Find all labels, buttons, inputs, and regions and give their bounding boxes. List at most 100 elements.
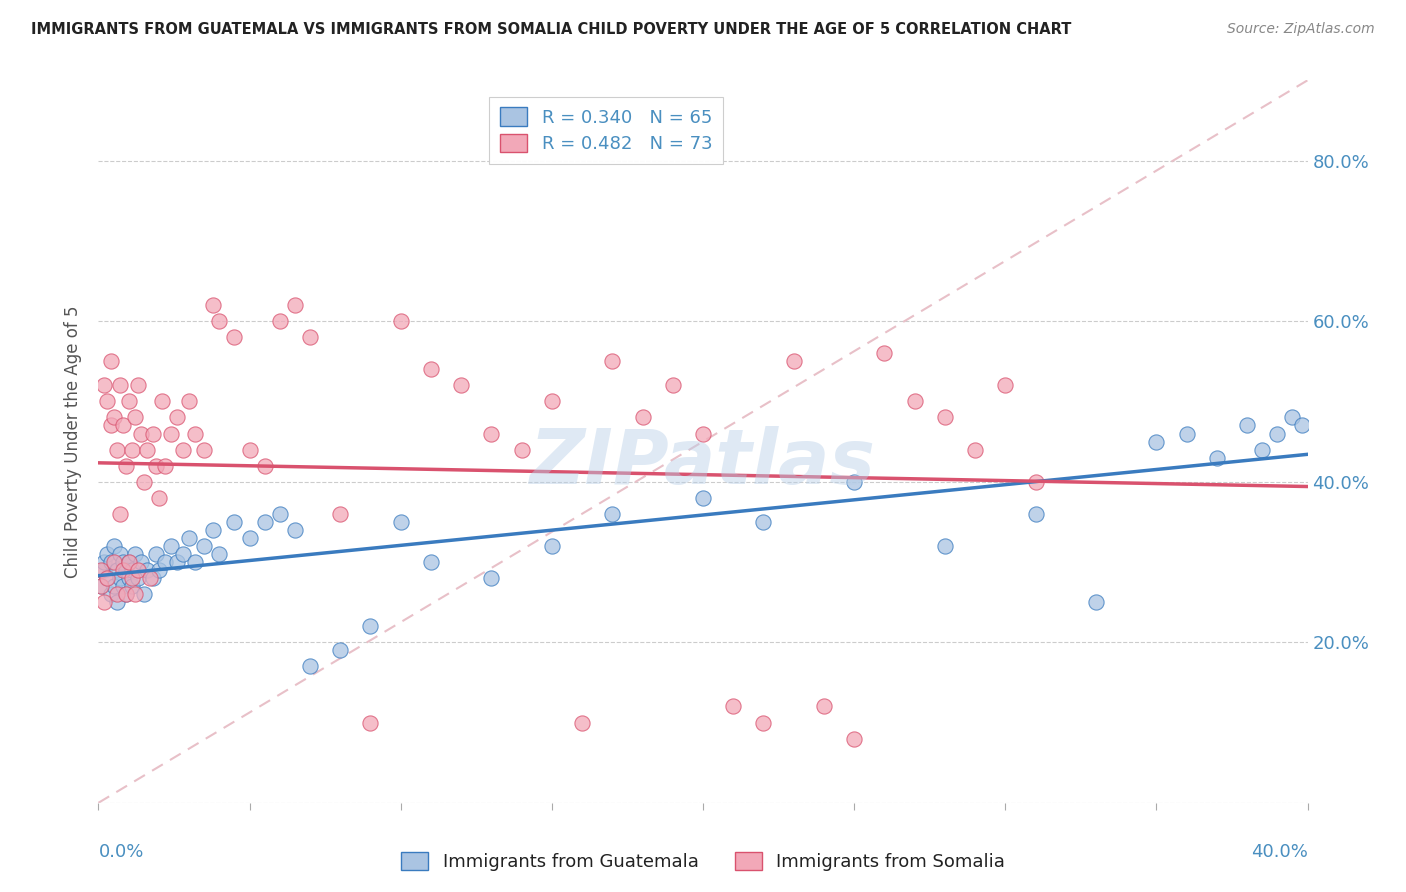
Text: IMMIGRANTS FROM GUATEMALA VS IMMIGRANTS FROM SOMALIA CHILD POVERTY UNDER THE AGE: IMMIGRANTS FROM GUATEMALA VS IMMIGRANTS … [31,22,1071,37]
Point [114,587,136,601]
Point [723,699,745,714]
Point [934,539,956,553]
Point [100,555,122,569]
Point [193,539,215,553]
Point [127,571,149,585]
Point [284,523,307,537]
Point [111,555,134,569]
Point [389,314,412,328]
Legend: R = 0.340   N = 65, R = 0.482   N = 73: R = 0.340 N = 65, R = 0.482 N = 73 [489,96,723,164]
Point [121,571,143,585]
Point [1281,410,1303,425]
Point [965,442,987,457]
Point [1144,434,1167,449]
Point [96,547,118,561]
Point [752,515,775,529]
Point [127,378,149,392]
Point [253,515,276,529]
Point [1206,450,1229,465]
Point [148,491,170,505]
Point [90,563,112,577]
Point [100,587,122,601]
Point [904,394,927,409]
Point [105,595,128,609]
Point [253,458,276,473]
Point [145,547,167,561]
Point [105,442,128,457]
Point [108,547,131,561]
Text: 0.0%: 0.0% [98,843,143,861]
Point [150,394,173,409]
Point [873,346,896,360]
Point [631,410,654,425]
Point [121,563,143,577]
Point [602,507,624,521]
Point [1267,426,1289,441]
Text: 40.0%: 40.0% [1251,843,1308,861]
Point [124,587,146,601]
Point [118,394,141,409]
Point [135,563,157,577]
Point [481,571,503,585]
Point [179,394,201,409]
Point [329,507,352,521]
Point [1236,418,1258,433]
Point [239,531,262,545]
Point [114,458,136,473]
Point [96,571,118,585]
Point [269,314,291,328]
Point [783,354,806,368]
Y-axis label: Child Poverty Under the Age of 5: Child Poverty Under the Age of 5 [65,305,83,578]
Point [108,571,131,585]
Point [269,507,291,521]
Point [118,555,141,569]
Point [1024,507,1046,521]
Point [844,475,866,489]
Point [450,378,472,392]
Point [100,418,122,433]
Point [752,715,775,730]
Point [111,579,134,593]
Point [239,442,262,457]
Point [184,426,207,441]
Point [132,475,155,489]
Point [148,563,170,577]
Point [111,418,134,433]
Legend: Immigrants from Guatemala, Immigrants from Somalia: Immigrants from Guatemala, Immigrants fr… [394,845,1012,879]
Point [108,378,131,392]
Point [153,458,176,473]
Point [132,587,155,601]
Point [142,571,165,585]
Point [172,547,194,561]
Point [284,298,307,312]
Point [124,547,146,561]
Point [160,539,183,553]
Point [108,507,131,521]
Point [114,563,136,577]
Point [103,555,125,569]
Point [96,394,118,409]
Point [692,426,714,441]
Text: ZIPatlas: ZIPatlas [530,426,876,500]
Point [114,587,136,601]
Point [202,523,225,537]
Point [540,394,562,409]
Point [1024,475,1046,489]
Point [571,715,593,730]
Point [166,410,188,425]
Point [100,354,122,368]
Point [994,378,1017,392]
Text: Source: ZipAtlas.com: Source: ZipAtlas.com [1227,22,1375,37]
Point [103,539,125,553]
Point [121,442,143,457]
Point [360,619,382,633]
Point [1085,595,1108,609]
Point [389,515,412,529]
Point [93,563,115,577]
Point [103,579,125,593]
Point [93,595,115,609]
Point [193,442,215,457]
Point [360,715,382,730]
Point [420,555,443,569]
Point [202,298,225,312]
